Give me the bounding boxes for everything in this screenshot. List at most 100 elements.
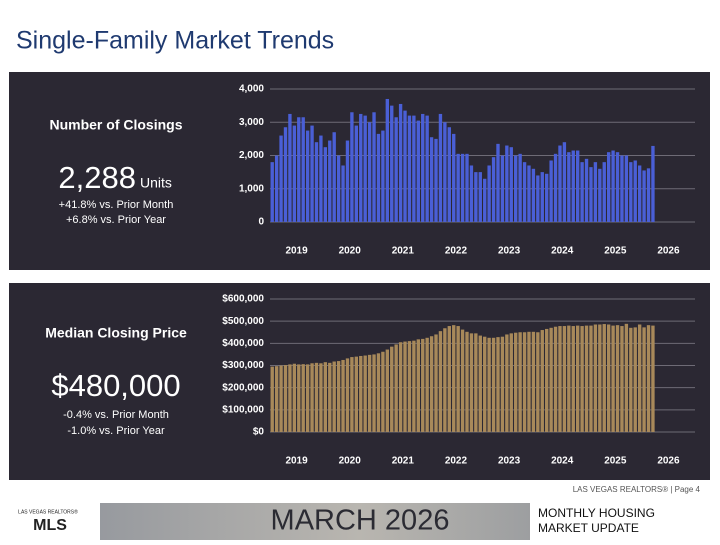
- x-tick-label: 2020: [339, 456, 362, 467]
- logo-box: [0, 503, 100, 540]
- x-tick-label: 2020: [339, 246, 362, 257]
- bar: [398, 103, 403, 222]
- bar: [412, 340, 416, 432]
- bar: [527, 165, 531, 222]
- bar: [447, 326, 451, 432]
- page-title: Single-Family Market Trends: [16, 27, 334, 55]
- bar: [416, 339, 420, 432]
- bar: [305, 130, 310, 222]
- bar: [531, 331, 536, 432]
- bar: [305, 364, 310, 432]
- bar: [624, 155, 629, 222]
- panel-label: Median Closing Price: [45, 325, 187, 341]
- bar: [425, 337, 429, 432]
- bar: [350, 357, 354, 432]
- bar: [478, 335, 482, 432]
- bar: [571, 150, 575, 222]
- bar: [336, 361, 341, 432]
- bar: [460, 329, 465, 432]
- bar: [460, 153, 465, 222]
- bar: [620, 326, 624, 432]
- bar: [297, 364, 301, 432]
- bar: [310, 363, 314, 432]
- bar: [602, 162, 606, 222]
- bar: [487, 337, 491, 432]
- bar: [376, 133, 381, 222]
- bar: [416, 120, 420, 222]
- bar: [438, 113, 443, 222]
- bar: [385, 98, 389, 222]
- bar: [514, 332, 518, 432]
- bar: [558, 145, 562, 222]
- bar: [407, 341, 412, 432]
- bar: [531, 168, 536, 222]
- bar: [584, 325, 589, 432]
- bar: [576, 150, 580, 222]
- bar: [288, 364, 292, 432]
- bar: [624, 323, 629, 432]
- bar: [505, 334, 509, 432]
- y-tick-label: $300,000: [222, 360, 264, 371]
- panel-value: 2,288: [58, 160, 136, 195]
- panel-value: $480,000: [51, 368, 180, 403]
- bar: [292, 125, 297, 222]
- bar: [536, 175, 540, 222]
- bar: [527, 331, 531, 432]
- bar: [301, 364, 305, 432]
- bar: [456, 153, 460, 222]
- bar: [390, 105, 394, 222]
- x-tick-label: 2024: [551, 246, 574, 257]
- bar: [270, 162, 274, 222]
- bar: [602, 324, 606, 432]
- bar: [434, 334, 438, 432]
- x-tick-label: 2024: [551, 456, 574, 467]
- bar: [629, 162, 633, 222]
- bar: [328, 362, 332, 432]
- bar: [297, 117, 301, 222]
- bar: [567, 152, 571, 222]
- bar: [514, 155, 518, 222]
- bar: [465, 331, 469, 432]
- bar: [474, 172, 478, 222]
- bar: [553, 326, 558, 432]
- bar: [274, 366, 279, 432]
- bar: [642, 170, 646, 222]
- bar: [279, 135, 283, 222]
- bar: [328, 140, 332, 222]
- bar: [518, 153, 522, 222]
- bar: [363, 355, 367, 432]
- bar: [474, 333, 478, 432]
- y-tick-label: $600,000: [222, 294, 264, 305]
- bar: [491, 157, 496, 222]
- bar: [283, 127, 288, 222]
- bar: [452, 133, 456, 222]
- bar: [394, 117, 398, 222]
- bar: [620, 155, 624, 222]
- y-tick-label: $100,000: [222, 404, 264, 415]
- bar: [310, 125, 314, 222]
- bar: [469, 333, 474, 432]
- bar: [483, 178, 487, 222]
- bar: [598, 324, 602, 432]
- bar: [434, 138, 438, 222]
- bar: [593, 324, 598, 432]
- bar: [381, 351, 385, 432]
- y-tick-label: $500,000: [222, 316, 264, 327]
- bar: [438, 331, 443, 432]
- bar: [301, 117, 305, 222]
- bar: [496, 143, 500, 222]
- bar: [407, 115, 412, 222]
- bar: [558, 326, 562, 432]
- panel-label: Number of Closings: [49, 117, 182, 133]
- y-tick-label: 4,000: [239, 84, 264, 95]
- y-tick-label: 3,000: [239, 117, 264, 128]
- bar: [394, 344, 398, 432]
- bar: [522, 162, 527, 222]
- bar: [540, 330, 544, 432]
- bar: [562, 142, 567, 222]
- bar: [522, 332, 527, 432]
- x-tick-label: 2019: [285, 456, 308, 467]
- panel-unit: Units: [140, 175, 172, 191]
- bar: [363, 115, 367, 222]
- bar: [633, 160, 637, 222]
